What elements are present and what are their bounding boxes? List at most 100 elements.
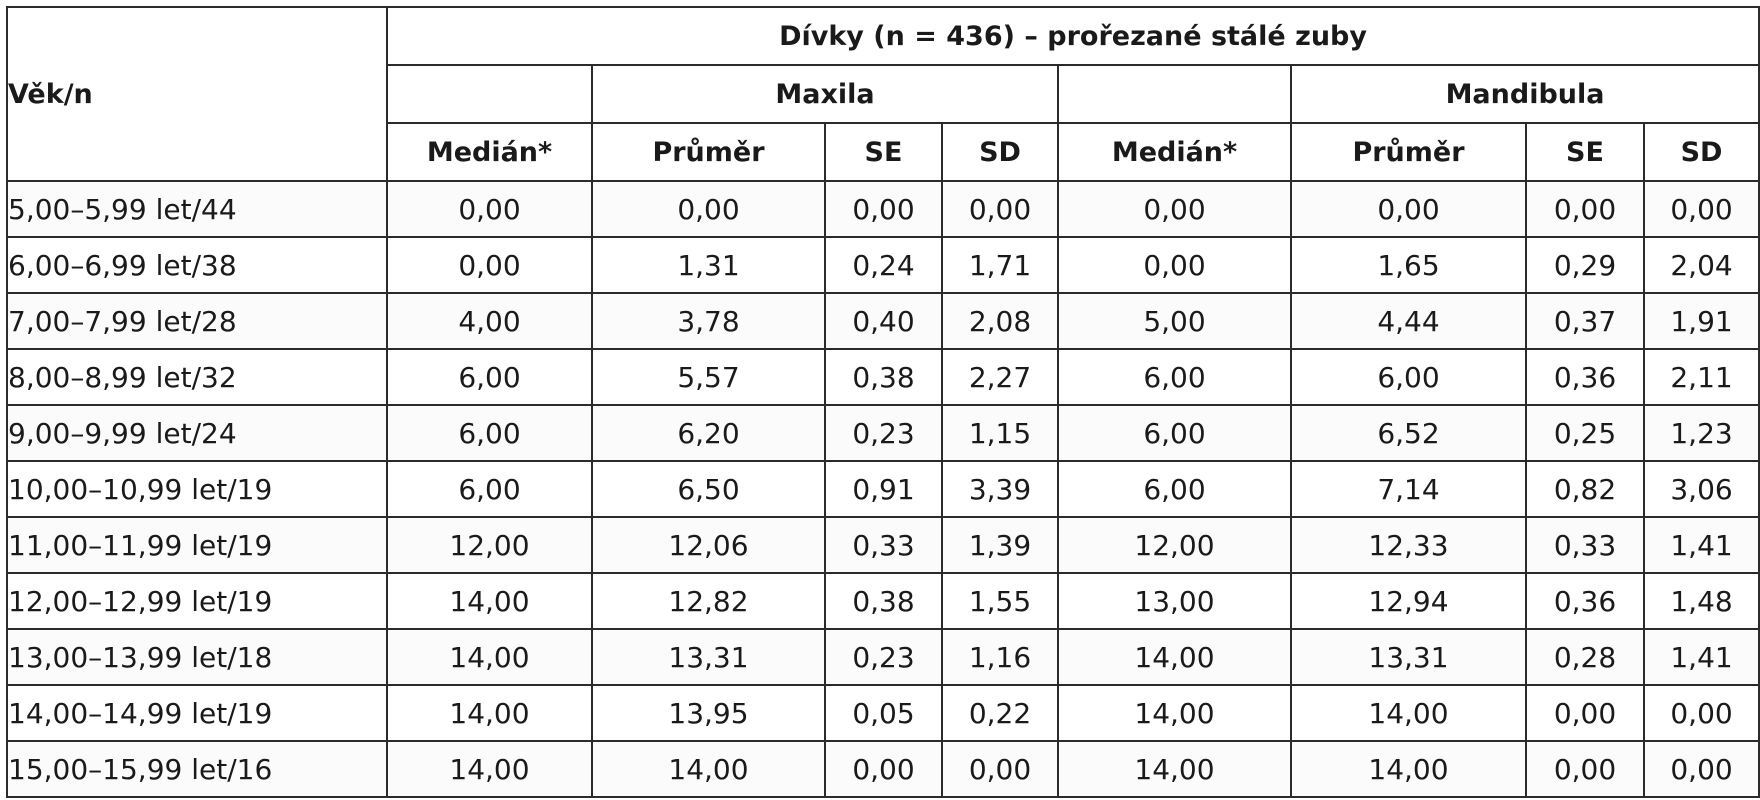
table-row: 7,00–7,99 let/28 4,00 3,78 0,40 2,08 5,00 4,44… <box>6 292 1760 350</box>
maxila-median-cell: 14,00 <box>386 572 593 630</box>
mandibula-se-cell: 0,33 <box>1525 516 1645 574</box>
table-row: 8,00–8,99 let/32 6,00 5,57 0,38 2,27 6,00 6,00… <box>6 348 1760 406</box>
table-row: 14,00–14,99 let/19 14,00 13,95 0,05 0,22 14,0… <box>6 684 1760 742</box>
mandibula-mean-header: Průměr <box>1290 122 1527 182</box>
mandibula-sd-cell: 0,00 <box>1642 180 1760 238</box>
maxila-median-cell: 14,00 <box>386 684 593 742</box>
mandibula-sd-header: SD <box>1642 122 1760 182</box>
age-cell: 9,00–9,99 let/24 <box>6 404 388 462</box>
maxila-sd-cell: 1,55 <box>941 572 1059 630</box>
mandibula-median-cell: 12,00 <box>1057 516 1292 574</box>
maxila-median-cell: 0,00 <box>386 180 593 238</box>
maxila-median-spacer <box>386 64 593 124</box>
maxila-se-cell: 0,40 <box>824 292 943 350</box>
mandibula-header: Mandibula <box>1289 64 1760 124</box>
maxila-se-cell: 0,00 <box>824 740 943 798</box>
age-cell: 10,00–10,99 let/19 <box>6 460 388 518</box>
maxila-sd-cell: 0,22 <box>941 684 1059 742</box>
maxila-mean-cell: 0,00 <box>591 180 826 238</box>
mandibula-mean-cell: 13,31 <box>1290 628 1527 686</box>
mandibula-mean-cell: 1,65 <box>1290 236 1527 294</box>
mandibula-se-cell: 0,36 <box>1525 572 1645 630</box>
maxila-header: Maxila <box>591 64 1059 124</box>
maxila-sd-cell: 2,08 <box>941 292 1059 350</box>
maxila-median-cell: 14,00 <box>386 740 593 798</box>
mandibula-median-cell: 14,00 <box>1057 628 1292 686</box>
mandibula-mean-cell: 4,44 <box>1290 292 1527 350</box>
maxila-median-cell: 6,00 <box>386 404 593 462</box>
mandibula-se-cell: 0,82 <box>1525 460 1645 518</box>
maxila-median-cell: 6,00 <box>386 460 593 518</box>
maxila-se-cell: 0,00 <box>824 180 943 238</box>
table-row: 12,00–12,99 let/19 14,00 12,82 0,38 1,55 13,0… <box>6 572 1760 630</box>
table-row: 5,00–5,99 let/44 0,00 0,00 0,00 0,00 0,00 0,00… <box>6 180 1760 238</box>
maxila-se-cell: 0,91 <box>824 460 943 518</box>
table-row: 13,00–13,99 let/18 14,00 13,31 0,23 1,16 14,0… <box>6 628 1760 686</box>
mandibula-median-spacer <box>1057 64 1292 124</box>
maxila-mean-cell: 3,78 <box>591 292 826 350</box>
mandibula-sd-cell: 2,04 <box>1642 236 1760 294</box>
maxila-median-cell: 12,00 <box>386 516 593 574</box>
mandibula-sd-cell: 1,91 <box>1642 292 1760 350</box>
mandibula-mean-cell: 0,00 <box>1290 180 1527 238</box>
mandibula-sd-cell: 0,00 <box>1642 684 1760 742</box>
mandibula-mean-cell: 12,94 <box>1290 572 1527 630</box>
age-cell: 8,00–8,99 let/32 <box>6 348 388 406</box>
maxila-sd-cell: 2,27 <box>941 348 1059 406</box>
mandibula-mean-cell: 6,52 <box>1290 404 1527 462</box>
mandibula-median-cell: 0,00 <box>1057 236 1292 294</box>
group-title-header: Dívky (n = 436) – prořezané stálé zuby <box>385 6 1760 66</box>
mandibula-se-cell: 0,00 <box>1525 684 1645 742</box>
mandibula-se-cell: 0,29 <box>1525 236 1645 294</box>
age-cell: 15,00–15,99 let/16 <box>6 740 388 798</box>
mandibula-median-header: Medián* <box>1057 122 1292 182</box>
maxila-mean-cell: 13,95 <box>591 684 826 742</box>
maxila-sd-cell: 0,00 <box>941 740 1059 798</box>
mandibula-sd-cell: 1,48 <box>1642 572 1760 630</box>
mandibula-se-cell: 0,25 <box>1525 404 1645 462</box>
maxila-sd-cell: 1,15 <box>941 404 1059 462</box>
age-cell: 11,00–11,99 let/19 <box>6 516 388 574</box>
mandibula-median-cell: 6,00 <box>1057 404 1292 462</box>
mandibula-sd-cell: 1,41 <box>1642 516 1760 574</box>
maxila-sd-cell: 1,71 <box>941 236 1059 294</box>
maxila-mean-cell: 5,57 <box>591 348 826 406</box>
maxila-mean-cell: 1,31 <box>591 236 826 294</box>
table-row: 15,00–15,99 let/16 14,00 14,00 0,00 0,00 14,0… <box>6 740 1760 798</box>
mandibula-median-cell: 6,00 <box>1057 460 1292 518</box>
mandibula-se-cell: 0,28 <box>1525 628 1645 686</box>
table-row: 11,00–11,99 let/19 12,00 12,06 0,33 1,39 12,0… <box>6 516 1760 574</box>
mandibula-se-cell: 0,00 <box>1525 180 1645 238</box>
maxila-mean-cell: 6,20 <box>591 404 826 462</box>
age-cell: 6,00–6,99 let/38 <box>6 236 388 294</box>
age-cell: 7,00–7,99 let/28 <box>6 292 388 350</box>
maxila-mean-cell: 14,00 <box>591 740 826 798</box>
mandibula-mean-cell: 14,00 <box>1290 684 1527 742</box>
maxila-sd-cell: 0,00 <box>941 180 1059 238</box>
table-row: 6,00–6,99 let/38 0,00 1,31 0,24 1,71 0,00 1,65… <box>6 236 1760 294</box>
maxila-se-cell: 0,23 <box>824 628 943 686</box>
mandibula-se-cell: 0,00 <box>1525 740 1645 798</box>
mandibula-sd-cell: 0,00 <box>1642 740 1760 798</box>
mandibula-mean-cell: 6,00 <box>1290 348 1527 406</box>
age-cell: 12,00–12,99 let/19 <box>6 572 388 630</box>
mandibula-median-cell: 0,00 <box>1057 180 1292 238</box>
mandibula-sd-cell: 1,23 <box>1642 404 1760 462</box>
maxila-median-cell: 6,00 <box>386 348 593 406</box>
maxila-mean-cell: 13,31 <box>591 628 826 686</box>
maxila-se-cell: 0,38 <box>824 572 943 630</box>
maxila-mean-header: Průměr <box>591 122 826 182</box>
maxila-median-cell: 0,00 <box>386 236 593 294</box>
mandibula-median-cell: 14,00 <box>1057 740 1292 798</box>
table-row: 9,00–9,99 let/24 6,00 6,20 0,23 1,15 6,00 6,52… <box>6 404 1760 462</box>
maxila-median-cell: 14,00 <box>386 628 593 686</box>
maxila-median-header: Medián* <box>386 122 593 182</box>
maxila-sd-header: SD <box>941 122 1059 182</box>
mandibula-se-cell: 0,37 <box>1525 292 1645 350</box>
age-cell: 5,00–5,99 let/44 <box>6 180 388 238</box>
maxila-sd-cell: 1,16 <box>941 628 1059 686</box>
maxila-sd-cell: 3,39 <box>941 460 1059 518</box>
maxila-mean-cell: 6,50 <box>591 460 826 518</box>
mandibula-se-cell: 0,36 <box>1525 348 1645 406</box>
mandibula-mean-cell: 14,00 <box>1290 740 1527 798</box>
